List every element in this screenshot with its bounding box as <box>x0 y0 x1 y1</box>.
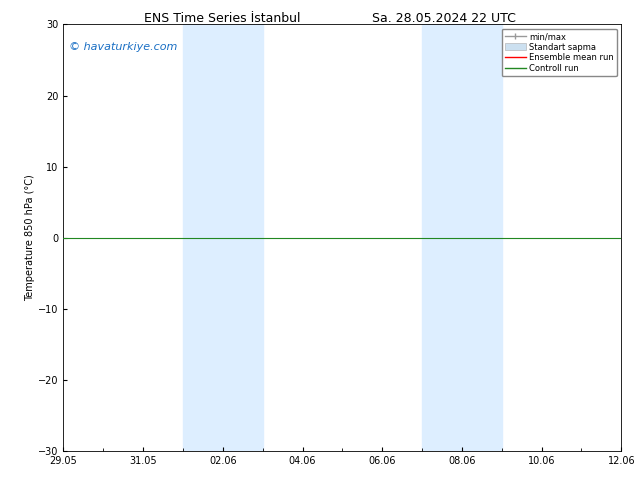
Text: ENS Time Series İstanbul: ENS Time Series İstanbul <box>144 12 300 25</box>
Y-axis label: Temperature 850 hPa (°C): Temperature 850 hPa (°C) <box>25 174 36 301</box>
Legend: min/max, Standart sapma, Ensemble mean run, Controll run: min/max, Standart sapma, Ensemble mean r… <box>501 29 617 76</box>
Bar <box>183 24 262 451</box>
Text: Sa. 28.05.2024 22 UTC: Sa. 28.05.2024 22 UTC <box>372 12 515 25</box>
Text: © havaturkiye.com: © havaturkiye.com <box>69 42 178 51</box>
Bar <box>422 24 501 451</box>
